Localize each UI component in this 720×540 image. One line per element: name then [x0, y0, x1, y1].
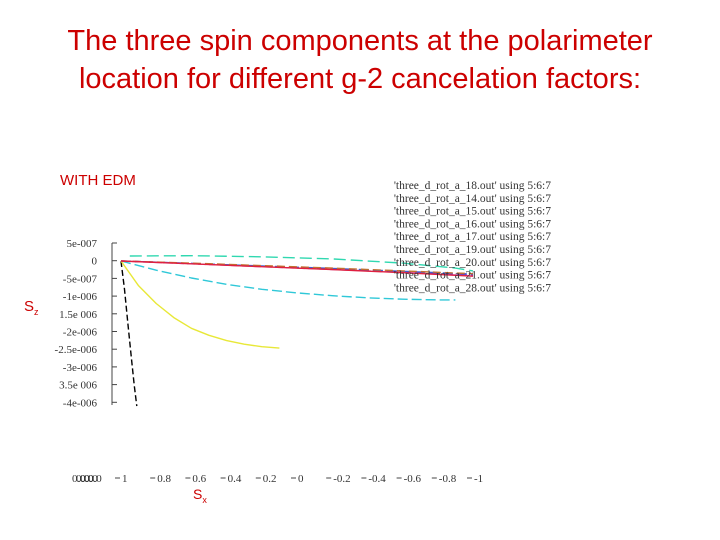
y-tick-label: -5e-007	[63, 273, 98, 285]
series-line-9	[120, 260, 474, 277]
y-tick-label: -2.5e-006	[55, 344, 98, 356]
x-tick-label: 0.6	[192, 473, 206, 485]
y-tick-label: -2e-006	[63, 327, 98, 339]
x-axis-label: Sx	[193, 486, 207, 505]
edm-note: WITH EDM	[60, 172, 136, 189]
legend-entry-label: 'three_d_rot_a_14.out' using 5:6:7	[394, 193, 551, 205]
legend-entry-label: 'three_d_rot_a_21.out' using 5:6:7	[394, 270, 551, 282]
x-overlap-label: 0.0	[76, 473, 90, 485]
x-overlap-label: 0.0	[72, 473, 86, 485]
y-axis-label-sub: z	[34, 307, 39, 317]
y-tick-label: -1e-006	[63, 291, 98, 303]
legend-entry-label: 'three_d_rot_a_15.out' using 5:6:7	[394, 206, 551, 218]
y-tick-label: 0	[92, 256, 98, 268]
series-line-2	[120, 260, 280, 349]
series-line-3	[120, 260, 456, 301]
y-tick-label: 1.5e 006	[59, 309, 97, 321]
legend-entry-label: 'three_d_rot_a_16.out' using 5:6:7	[394, 218, 551, 230]
legend-entry-label: 'three_d_rot_a_18.out' using 5:6:7	[394, 180, 551, 192]
series-line-8	[120, 260, 474, 275]
plot-legend: 'three_d_rot_a_18.out' using 5:6:7'three…	[394, 180, 551, 294]
legend-entry-label: 'three_d_rot_a_19.out' using 5:6:7	[394, 244, 551, 256]
x-overlap-label: 0.0	[80, 473, 94, 485]
x-tick-label: -0.6	[404, 473, 422, 485]
plot-curves	[120, 255, 474, 407]
slide-title: The three spin components at the polarim…	[0, 22, 720, 98]
x-tick-label: 0.2	[263, 473, 277, 485]
series-line-6	[129, 255, 474, 272]
x-axis-label-sub: x	[202, 494, 207, 505]
y-tick-label: -4e-006	[63, 397, 98, 409]
legend-entry-label: 'three_d_rot_a_17.out' using 5:6:7	[394, 231, 551, 243]
y-axis-label-main: S	[24, 298, 35, 315]
x-overlap-label: 0.0	[88, 473, 102, 485]
series-line-1	[120, 260, 138, 407]
x-tick-label: -0.4	[368, 473, 386, 485]
x-tick-label: 0.8	[157, 473, 171, 485]
x-tick-label: -0.8	[439, 473, 457, 485]
legend-entry-label: 'three_d_rot_a_20.out' using 5:6:7	[394, 257, 551, 269]
y-tick-label: 5e-007	[66, 238, 97, 250]
plot-axes: 5e-007 0 -5e-007 -1e-006 1.5e 006 -2e-006 -2.5…	[55, 238, 484, 485]
y-tick-label: 3.5e 006	[59, 380, 97, 392]
y-tick-label: -3e-006	[63, 362, 98, 374]
title-line-1: The three spin components at the polarim…	[67, 25, 653, 57]
x-overlap-label: 0.0	[84, 473, 98, 485]
x-tick-label: -1	[474, 473, 483, 485]
x-tick-label: 0.4	[228, 473, 242, 485]
title-line-2: location for different g-2 cancelation f…	[78, 63, 642, 95]
y-axis-label: Sz	[24, 298, 39, 317]
legend-entry-label: 'three_d_rot_a_28.out' using 5:6:7	[394, 282, 551, 294]
x-tick-label: 1	[122, 473, 128, 485]
x-axis-label-main: S	[193, 486, 203, 502]
x-tick-label: 0	[298, 473, 304, 485]
x-tick-label: -0.2	[333, 473, 350, 485]
